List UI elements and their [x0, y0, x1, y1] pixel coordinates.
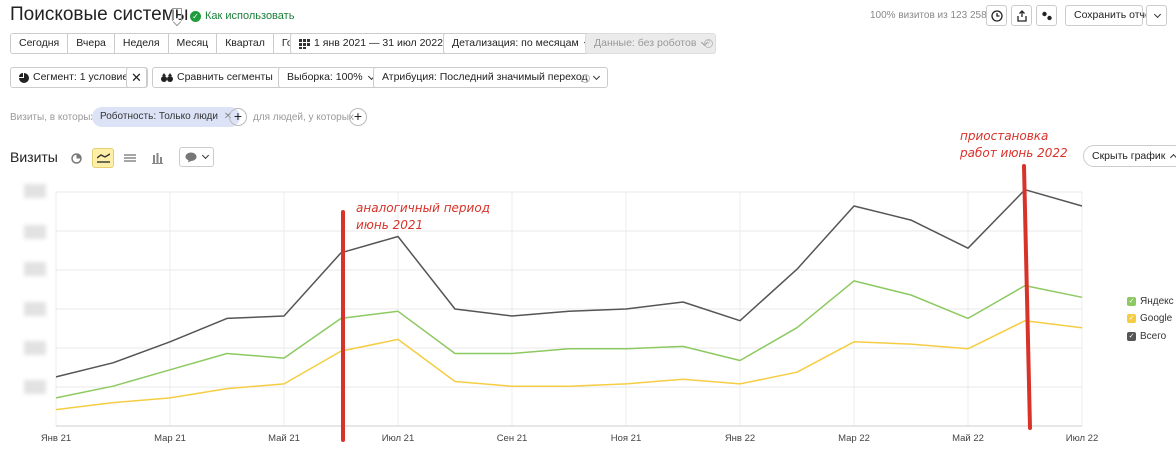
detail-label: Детализация: по месяцам	[452, 37, 579, 49]
compare-segments-label: Сравнить сегменты	[177, 71, 273, 83]
filter-visits-label: Визиты, в которых	[10, 112, 96, 123]
hide-chart-button[interactable]: Скрыть график	[1083, 145, 1176, 167]
x-tick-label: Ноя 21	[611, 433, 642, 444]
visits-total: 100% визитов из 123 258	[870, 10, 987, 21]
period-week[interactable]: Неделя	[114, 34, 169, 53]
sample-label: Выборка: 100%	[287, 71, 363, 83]
x-tick-label: Сен 21	[497, 433, 528, 444]
annotation-mark-right	[1022, 164, 1032, 430]
date-range-label: 1 янв 2021 — 31 июл 2022	[314, 37, 443, 49]
close-icon: ✕	[131, 70, 142, 85]
annotation-right-line2: работ июнь 2022	[960, 146, 1068, 160]
robot-filter-label: Роботность: Только люди	[100, 111, 218, 122]
legend-item-total[interactable]: ✓ Всего	[1127, 331, 1166, 342]
annotation-left-line2: июнь 2021	[356, 218, 424, 232]
hide-chart-label: Скрыть график	[1092, 149, 1166, 162]
chart-type-line[interactable]	[92, 148, 114, 168]
legend-label-google: Google	[1140, 313, 1173, 324]
save-report-label: Сохранить отчет	[1074, 9, 1156, 21]
check-circle-icon: ✓	[190, 10, 201, 22]
annotation-right: приостановка работ июнь 2022	[960, 128, 1068, 162]
help-icon[interactable]: ?	[581, 74, 590, 83]
period-quarter[interactable]: Квартал	[217, 34, 274, 53]
legend-label-total: Всего	[1140, 331, 1167, 342]
page-title: Поисковые системы	[10, 4, 189, 25]
x-tick-label: Май 21	[268, 433, 300, 444]
clock-icon	[990, 9, 1003, 22]
legend-label-yandex: Яндекс	[1140, 296, 1174, 307]
compare-segments-dropdown[interactable]: Сравнить сегменты	[152, 67, 293, 88]
legend-item-google[interactable]: ✓ Google	[1127, 313, 1172, 324]
x-tick-label: Мар 21	[154, 433, 186, 444]
sample-dropdown[interactable]: Выборка: 100%	[278, 67, 383, 88]
checkbox-icon[interactable]: ✓	[1127, 332, 1136, 341]
segment-label: Сегмент: 1 условие	[33, 71, 129, 83]
add-visit-filter-button[interactable]: +	[229, 108, 247, 126]
y-tick-label	[24, 302, 46, 316]
period-today[interactable]: Сегодня	[11, 34, 69, 53]
line-chart-icon	[96, 153, 110, 163]
comment-icon	[185, 152, 197, 162]
save-dropdown-button[interactable]	[1146, 5, 1167, 26]
checkbox-icon[interactable]: ✓	[1127, 297, 1136, 306]
history-button[interactable]	[986, 5, 1007, 26]
period-month[interactable]: Месяц	[168, 34, 218, 53]
bookmark-icon[interactable]	[172, 8, 182, 21]
y-tick-label	[24, 262, 46, 276]
series-line-total	[55, 188, 1083, 378]
add-people-filter-button[interactable]: +	[349, 108, 367, 126]
detail-dropdown[interactable]: Детализация: по месяцам	[443, 33, 599, 54]
annotation-left-line1: аналогичный период	[356, 201, 490, 215]
period-yesterday[interactable]: Вчера	[68, 34, 115, 53]
howto-label: Как использовать	[205, 10, 295, 22]
x-tick-label: Мар 22	[838, 433, 870, 444]
y-tick-label	[24, 225, 46, 239]
checkbox-icon[interactable]: ✓	[1127, 314, 1136, 323]
share-icon	[1016, 9, 1027, 22]
quotes-icon	[1041, 11, 1052, 20]
x-tick-label: Май 22	[952, 433, 984, 444]
pie-icon	[19, 72, 29, 83]
export-button[interactable]	[1011, 5, 1032, 26]
series-line-yandex	[55, 280, 1083, 399]
howto-link[interactable]: ✓ Как использовать	[190, 10, 294, 22]
annotation-right-line1: приостановка	[960, 129, 1049, 143]
chart-type-area[interactable]	[119, 148, 141, 168]
save-report-button[interactable]: Сохранить отчет	[1065, 5, 1155, 26]
y-tick-label	[24, 380, 46, 394]
api-button[interactable]	[1036, 5, 1057, 26]
area-chart-icon	[124, 154, 136, 162]
attribution-label: Атрибуция: Последний значимый переход	[382, 71, 588, 83]
chart-title: Визиты	[10, 149, 58, 165]
y-tick-label	[24, 341, 46, 355]
x-tick-label: Янв 21	[41, 433, 71, 444]
compare-icon	[161, 72, 173, 82]
x-tick-label: Янв 22	[725, 433, 755, 444]
filter-people-label: для людей, у которых	[253, 112, 354, 123]
robot-filter-chip[interactable]: Роботность: Только люди ✕	[92, 107, 241, 127]
data-filter-dropdown[interactable]: Данные: без роботов	[585, 33, 717, 54]
pie-chart-icon	[70, 152, 82, 164]
attribution-dropdown[interactable]: Атрибуция: Последний значимый переход	[373, 67, 608, 88]
chart-type-pie[interactable]	[65, 148, 87, 168]
x-tick-label: Июл 21	[382, 433, 415, 444]
x-tick-label: Июл 22	[1066, 433, 1099, 444]
legend-item-yandex[interactable]: ✓ Яндекс	[1127, 296, 1174, 307]
y-tick-label	[24, 184, 46, 198]
calendar-icon	[299, 38, 310, 49]
close-icon[interactable]: ✕	[223, 111, 233, 122]
date-range-button[interactable]: 1 янв 2021 — 31 июл 2022	[290, 33, 452, 54]
bar-chart-icon	[151, 152, 163, 164]
segment-dropdown[interactable]: Сегмент: 1 условие	[10, 67, 149, 88]
data-filter-label: Данные: без роботов	[594, 37, 697, 49]
clear-segment-button[interactable]: ✕	[126, 67, 147, 88]
annotation-left: аналогичный период июнь 2021	[356, 200, 490, 234]
help-icon[interactable]: ?	[704, 39, 713, 48]
chart-type-bar[interactable]	[146, 148, 168, 168]
series-line-google	[55, 319, 1083, 411]
annotations-dropdown[interactable]	[179, 147, 214, 167]
